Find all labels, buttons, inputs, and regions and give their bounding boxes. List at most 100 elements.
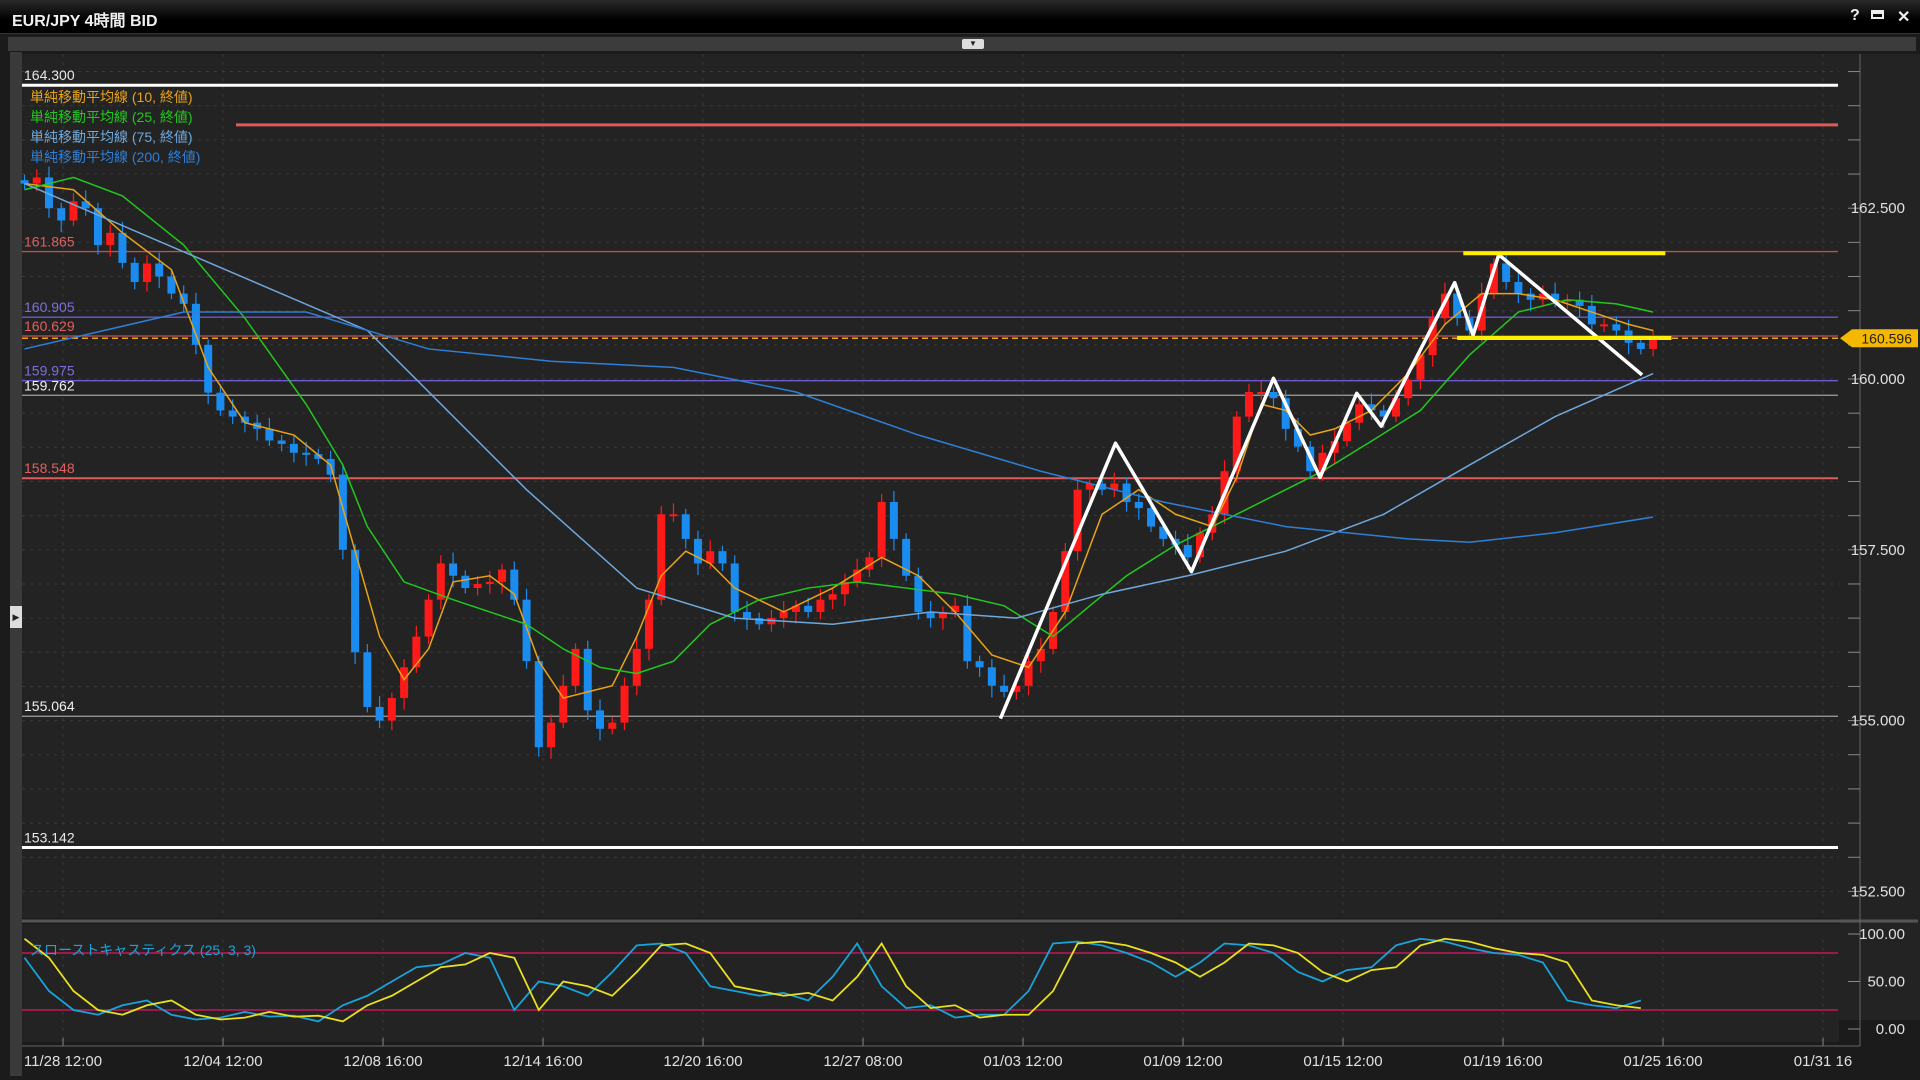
- candle-body: [657, 514, 666, 600]
- candle-body: [1514, 281, 1523, 294]
- candle-body: [1269, 391, 1278, 399]
- horizontal-line-label: 153.142: [24, 830, 75, 846]
- time-label: 11/28 12:00: [24, 1053, 102, 1070]
- candle-body: [118, 232, 127, 263]
- price-tick-label: 162.500: [1851, 200, 1905, 217]
- candle-body: [461, 575, 470, 589]
- candle-body: [1575, 299, 1584, 306]
- maximize-icon[interactable]: [1871, 10, 1884, 19]
- horizontal-line-label: 158.548: [24, 460, 75, 476]
- candle-body: [277, 440, 286, 444]
- candle-body: [1367, 404, 1376, 411]
- candle-body: [522, 599, 531, 662]
- candle-body: [1073, 489, 1082, 552]
- close-icon[interactable]: ✕: [1897, 9, 1911, 26]
- current-price-label: 160.596: [1861, 330, 1912, 346]
- legend-ma75: 単純移動平均線 (75, 終値): [30, 127, 193, 147]
- candle-body: [436, 563, 445, 600]
- time-label: 01/19 16:00: [1463, 1053, 1542, 1070]
- candle-body: [632, 648, 641, 686]
- price-tick-label: 157.500: [1851, 542, 1905, 559]
- candle-body: [338, 474, 347, 550]
- candle-body: [142, 263, 151, 282]
- panel-collapse-bar: ▼: [8, 37, 1916, 51]
- time-label: 01/15 12:00: [1303, 1053, 1382, 1070]
- time-label: 12/14 16:00: [503, 1053, 582, 1070]
- candle-body: [424, 599, 433, 637]
- stochastic-axis-label: 100.00: [1859, 926, 1905, 943]
- candle-body: [951, 605, 960, 612]
- title-bar: EUR/JPY 4時間 BID ? ✕: [0, 0, 1920, 34]
- candle-body: [1538, 293, 1547, 300]
- horizontal-line-label: 159.762: [24, 377, 75, 393]
- candle-body: [963, 605, 972, 662]
- candle-body: [363, 652, 372, 707]
- candle-body: [1012, 685, 1021, 692]
- candle-body: [1257, 391, 1266, 394]
- candle-body: [1159, 526, 1168, 539]
- candle-body: [314, 454, 323, 459]
- candle-body: [155, 263, 164, 277]
- candle-body: [1355, 404, 1364, 423]
- candle-body: [1245, 391, 1253, 417]
- candle-body: [69, 201, 78, 221]
- stochastic-k-line: [23, 937, 1642, 1023]
- candle-body: [1036, 648, 1045, 662]
- candle-body: [791, 605, 800, 612]
- zigzag-trendline: [998, 252, 1644, 720]
- candle-body: [289, 443, 298, 453]
- candle-body: [302, 452, 311, 455]
- horizontal-line-label: 161.865: [24, 234, 75, 250]
- candle-body: [1587, 305, 1596, 325]
- candle-body: [853, 569, 862, 582]
- candle-body: [1318, 452, 1327, 472]
- candle-body: [191, 303, 200, 345]
- candle-body: [1636, 342, 1645, 349]
- candle-body: [1342, 422, 1351, 442]
- candle-body: [1600, 324, 1609, 327]
- candle-body: [669, 514, 678, 517]
- candle-body: [902, 538, 911, 576]
- candle-body: [510, 569, 519, 600]
- legend-ma25: 単純移動平均線 (25, 終値): [30, 107, 193, 127]
- time-label: 12/20 16:00: [663, 1053, 742, 1070]
- stochastic-axis-label: 50.00: [1867, 974, 1905, 991]
- current-price-tag: [1840, 329, 1918, 348]
- candle-body: [1147, 508, 1156, 527]
- candle-body: [179, 293, 188, 304]
- candle-body: [1563, 299, 1572, 302]
- candle-body: [1134, 501, 1143, 509]
- time-label: 01/31 16: [1794, 1053, 1852, 1070]
- candle-body: [485, 581, 494, 584]
- candle-body: [742, 611, 751, 619]
- candle-body: [106, 232, 115, 246]
- stochastic-d-line: [23, 937, 1641, 1023]
- candle-body: [1110, 483, 1119, 490]
- horizontal-line-label: 159.975: [24, 363, 75, 379]
- candle-body: [1024, 661, 1033, 686]
- candle-body: [351, 549, 360, 653]
- candle-body: [755, 618, 764, 625]
- candle-body: [583, 648, 592, 711]
- candle-body: [1649, 338, 1658, 349]
- time-label: 01/09 12:00: [1143, 1053, 1222, 1070]
- time-label: 12/27 08:00: [823, 1053, 902, 1070]
- horizontal-line-label: 164.300: [24, 67, 75, 83]
- horizontal-line-label: 160.905: [24, 299, 75, 315]
- expand-side-panel-icon[interactable]: ▶: [10, 606, 22, 628]
- collapse-toggle-icon[interactable]: ▼: [962, 39, 984, 49]
- candle-body: [1196, 532, 1205, 558]
- candle-body: [240, 416, 249, 423]
- candle-body: [167, 276, 176, 294]
- candle-body: [547, 722, 556, 748]
- candle-body: [608, 722, 617, 729]
- candle-body: [1391, 398, 1400, 417]
- price-tick-label: 155.000: [1851, 713, 1905, 730]
- stochastic-axis-label: 0.00: [1876, 1021, 1905, 1038]
- help-icon[interactable]: ?: [1850, 7, 1860, 24]
- candle-body: [1489, 263, 1498, 294]
- candle-body: [93, 208, 102, 246]
- candle-body: [975, 661, 984, 668]
- candle-body: [400, 667, 409, 699]
